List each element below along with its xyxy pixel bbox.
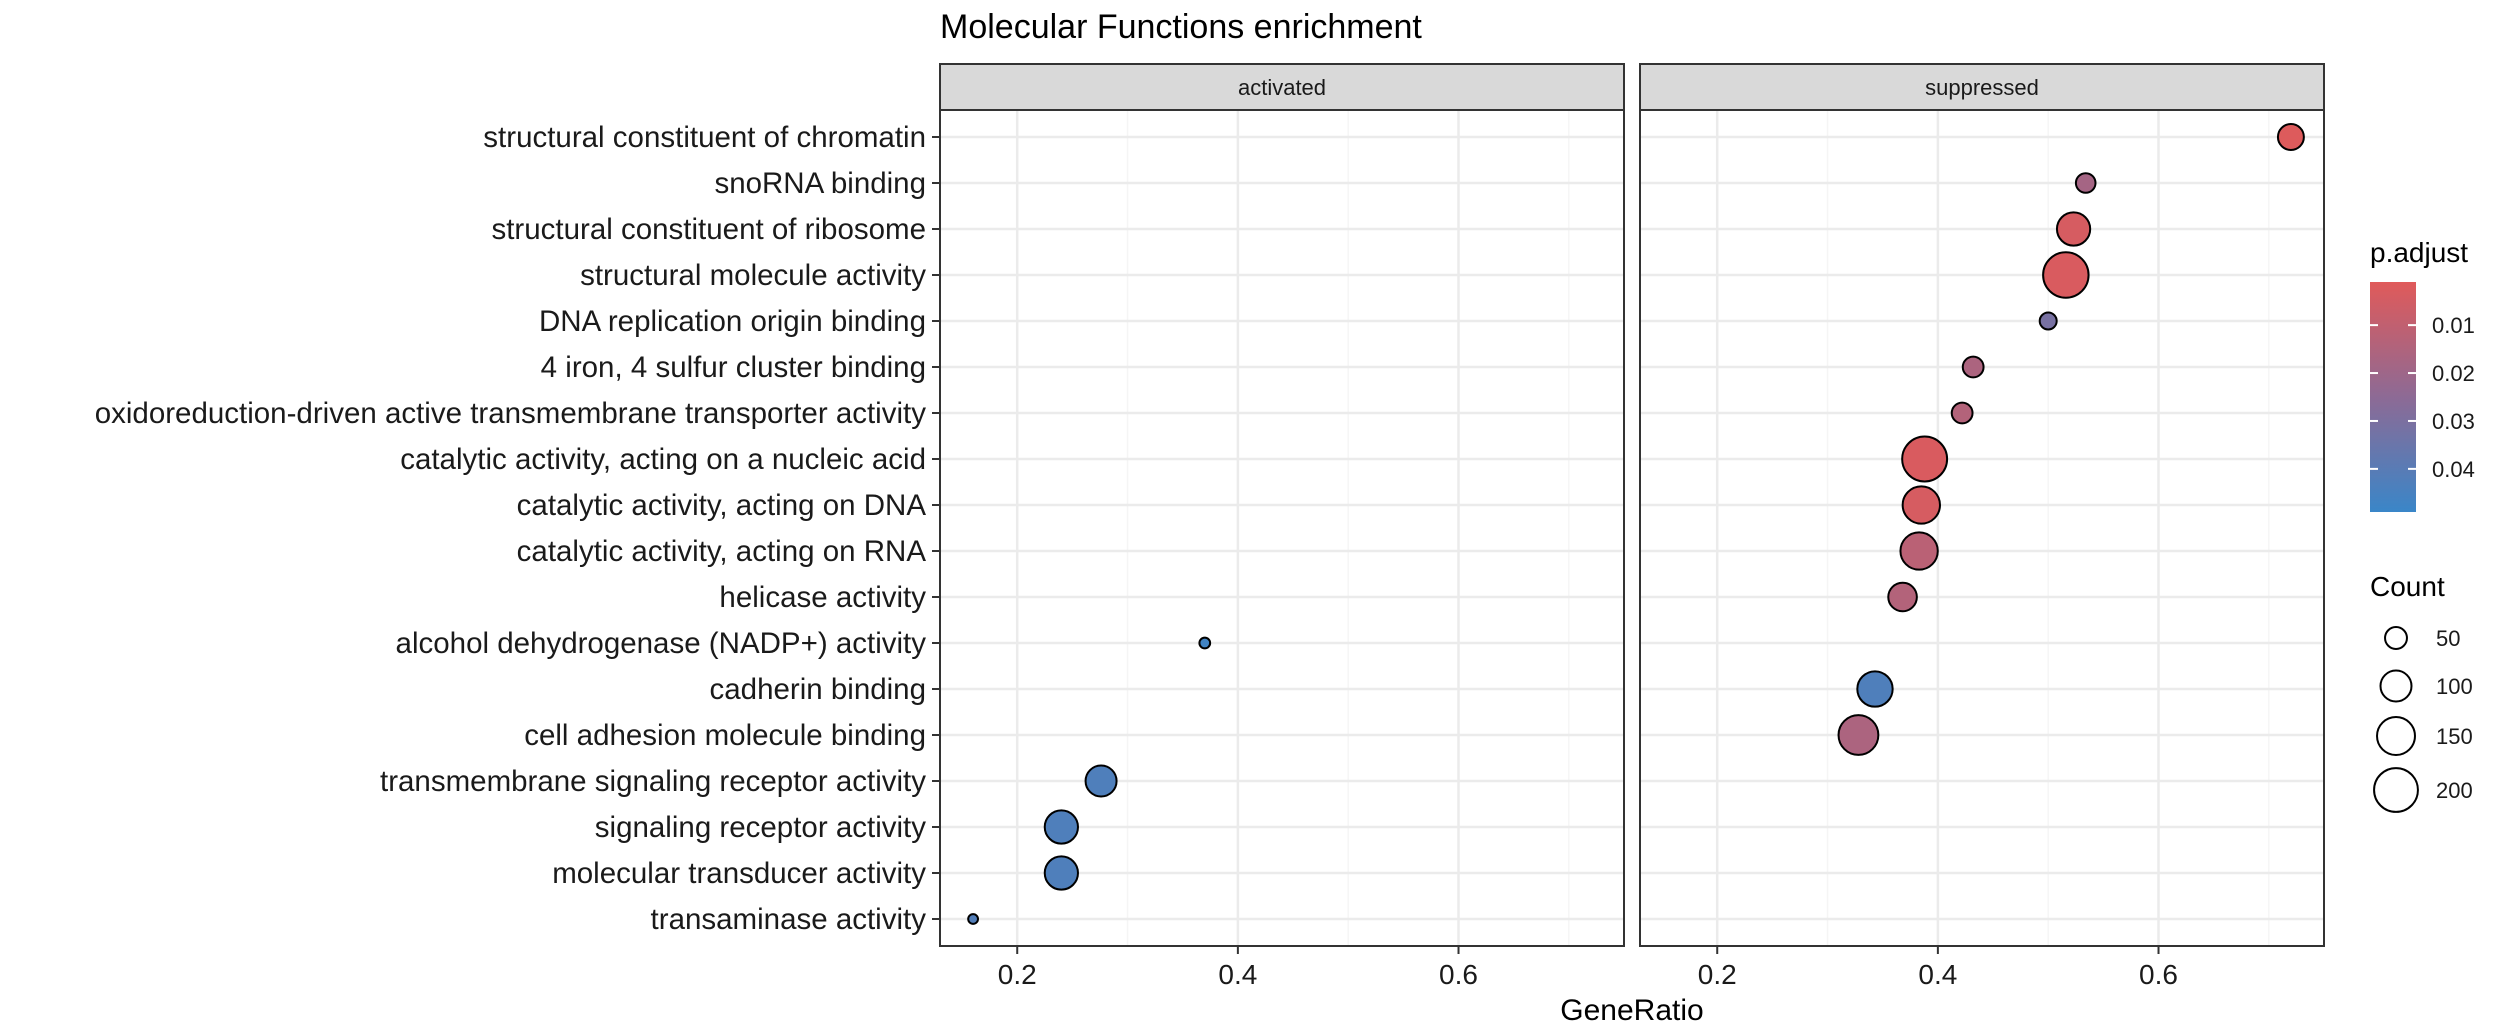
y-tick-label: transmembrane signaling receptor activit… xyxy=(380,765,926,798)
y-tick-label: structural constituent of chromatin xyxy=(483,121,926,154)
panel-background xyxy=(940,110,1624,946)
data-point xyxy=(1837,714,1880,756)
facet-strip-label: activated xyxy=(1238,75,1326,100)
data-point xyxy=(2074,172,2097,194)
data-point xyxy=(1084,764,1118,798)
count-legend: Count 50 100 150 200 xyxy=(2370,571,2473,813)
x-tick-label: 0.6 xyxy=(1439,959,1478,990)
y-tick-label: snoRNA binding xyxy=(714,167,926,200)
colorbar-tick-label: 0.03 xyxy=(2432,409,2475,434)
y-tick-label: oxidoreduction-driven active transmembra… xyxy=(95,397,927,430)
count-legend-circle xyxy=(2379,669,2413,703)
data-point xyxy=(1043,855,1079,891)
data-point xyxy=(2055,211,2092,247)
y-tick-label: catalytic activity, acting on DNA xyxy=(517,489,927,522)
facet-strip xyxy=(1639,63,2325,111)
count-legend-title: Count xyxy=(2370,571,2445,602)
facet-panels: activated 0.2 0.4 0.6 suppressed 0.2 0.4 0.6 xyxy=(939,63,2325,990)
y-tick-label: molecular transducer activity xyxy=(552,857,926,890)
x-tick-label: 0.4 xyxy=(1218,959,1257,990)
x-tick-label: 0.6 xyxy=(2139,959,2178,990)
count-legend-circle xyxy=(2384,626,2408,650)
x-tick-label: 0.2 xyxy=(1698,959,1737,990)
count-legend-label: 50 xyxy=(2436,626,2460,651)
x-tick-label: 0.2 xyxy=(998,959,1037,990)
facet-strip xyxy=(939,63,1625,111)
y-tick-label: alcohol dehydrogenase (NADP+) activity xyxy=(396,627,927,660)
count-legend-label: 100 xyxy=(2436,674,2473,699)
data-point xyxy=(1856,670,1894,708)
data-point xyxy=(1198,636,1212,650)
data-point xyxy=(1950,401,1974,425)
data-point xyxy=(1901,485,1941,525)
y-tick-label: catalytic activity, acting on RNA xyxy=(517,535,927,568)
p-adjust-colorbar xyxy=(2370,282,2416,512)
count-legend-circle xyxy=(2373,767,2419,813)
y-tick-label: structural constituent of ribosome xyxy=(491,213,926,246)
data-point xyxy=(2042,251,2090,299)
data-point xyxy=(1901,435,1949,483)
panel-background xyxy=(1640,110,2324,946)
y-tick-label: catalytic activity, acting on a nucleic … xyxy=(400,443,926,476)
data-point xyxy=(1887,581,1918,613)
y-tick-label: helicase activity xyxy=(719,581,926,614)
count-legend-label: 200 xyxy=(2436,778,2473,803)
data-point xyxy=(2038,311,2058,331)
facet-strip-label: suppressed xyxy=(1925,75,2039,100)
data-point xyxy=(1961,355,1985,379)
colorbar-tick-label: 0.01 xyxy=(2432,313,2475,338)
y-tick-label: transaminase activity xyxy=(651,903,927,936)
y-tick-label: signaling receptor activity xyxy=(595,811,926,844)
facet-panel-suppressed: suppressed 0.2 0.4 0.6 xyxy=(1639,63,2325,990)
chart-title: Molecular Functions enrichment xyxy=(940,8,1422,46)
y-axis-labels: structural constituent of chromatin snoRN… xyxy=(95,121,940,936)
count-legend-label: 150 xyxy=(2436,724,2473,749)
facet-panel-activated: activated 0.2 0.4 0.6 xyxy=(939,63,1625,990)
data-point xyxy=(1043,809,1079,845)
y-tick-label: structural molecule activity xyxy=(580,259,926,292)
p-adjust-legend-title: p.adjust xyxy=(2370,237,2468,268)
y-tick-label: 4 iron, 4 sulfur cluster binding xyxy=(541,351,926,384)
y-tick-label: DNA replication origin binding xyxy=(539,305,926,338)
colorbar-tick-label: 0.04 xyxy=(2432,457,2475,482)
colorbar-tick-label: 0.02 xyxy=(2432,361,2475,386)
y-tick-label: cadherin binding xyxy=(710,673,927,706)
x-axis-title: GeneRatio xyxy=(1560,994,1703,1027)
count-legend-circle xyxy=(2376,716,2416,756)
p-adjust-legend: p.adjust 0.01 0.02 0.03 0.04 xyxy=(2370,237,2475,512)
y-tick-label: cell adhesion molecule binding xyxy=(524,719,926,752)
data-point xyxy=(967,913,979,925)
data-point xyxy=(2276,123,2305,151)
x-tick-label: 0.4 xyxy=(1918,959,1957,990)
data-point xyxy=(1899,531,1939,571)
